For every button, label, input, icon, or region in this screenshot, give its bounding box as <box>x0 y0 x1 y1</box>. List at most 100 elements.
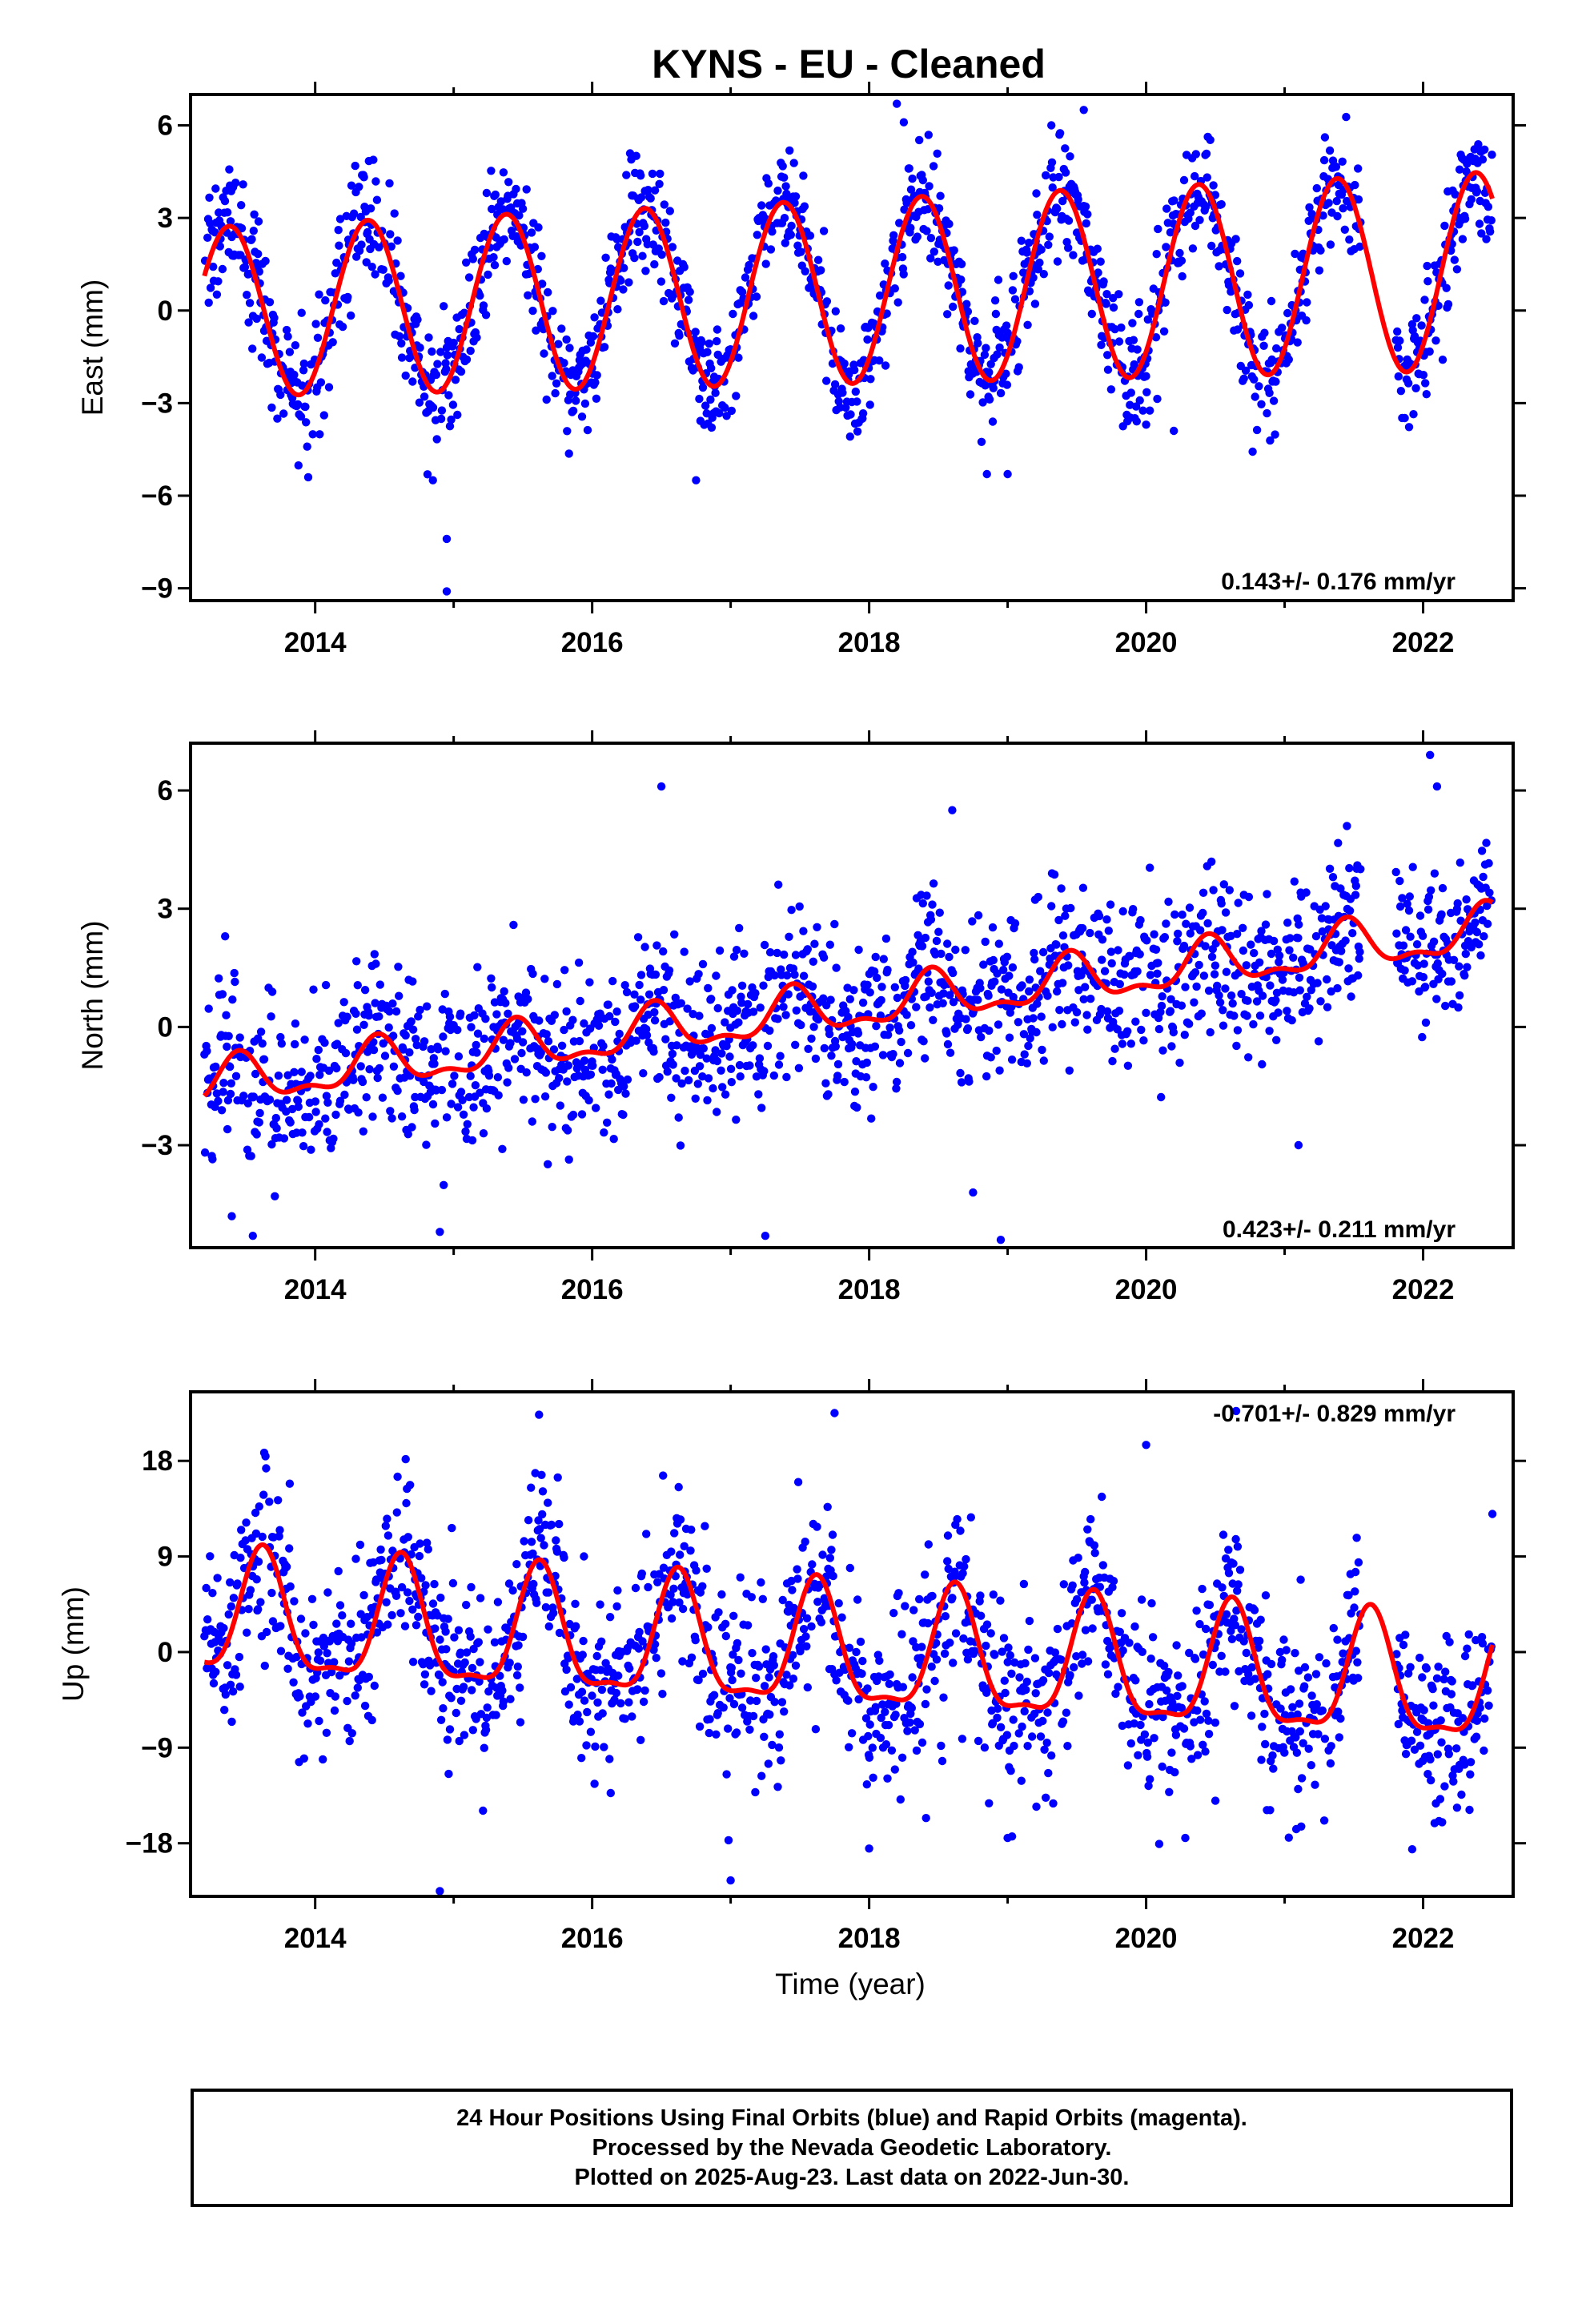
up-point <box>854 1695 863 1704</box>
up-point <box>898 1683 908 1691</box>
north-point <box>540 1092 550 1101</box>
east-point <box>583 425 592 435</box>
east-point <box>357 240 366 249</box>
up-point <box>959 1634 968 1643</box>
north-point <box>734 1018 743 1027</box>
north-point <box>1070 1018 1080 1027</box>
north-point <box>652 941 661 950</box>
north-xtick-label: 2018 <box>838 1274 901 1305</box>
north-point <box>1234 899 1243 907</box>
up-point <box>692 1566 701 1575</box>
north-point <box>1081 983 1090 991</box>
up-point <box>1295 1667 1303 1675</box>
north-point <box>528 969 537 979</box>
east-point <box>206 283 215 292</box>
north-point <box>707 995 716 1003</box>
up-point <box>1137 1595 1146 1604</box>
north-point <box>1471 918 1480 927</box>
up-point <box>778 1595 787 1605</box>
north-point <box>673 1041 681 1050</box>
north-point <box>1173 937 1182 946</box>
east-point <box>729 309 737 319</box>
up-point <box>251 1529 261 1538</box>
north-point <box>1290 877 1299 886</box>
north-point <box>271 1192 279 1201</box>
up-point <box>1010 1741 1018 1751</box>
east-point <box>789 159 798 167</box>
east-point <box>1421 379 1430 388</box>
east-point <box>656 169 665 179</box>
up-outlier-point <box>1142 1441 1150 1449</box>
north-outlier-point <box>248 1232 257 1240</box>
north-point <box>332 1063 341 1073</box>
up-point <box>1000 1676 1010 1685</box>
north-point <box>1295 973 1304 983</box>
up-point <box>462 1600 471 1610</box>
up-point <box>818 1550 827 1559</box>
north-point <box>575 1036 584 1046</box>
north-point <box>809 1023 818 1031</box>
up-point <box>335 1601 345 1610</box>
north-point <box>1286 934 1295 943</box>
up-point <box>610 1695 619 1704</box>
north-point <box>454 1052 464 1061</box>
east-point <box>922 227 931 235</box>
up-point <box>527 1483 536 1492</box>
east-point <box>1058 196 1067 206</box>
east-point <box>851 387 861 396</box>
up-point <box>524 1516 533 1525</box>
north-point <box>890 983 900 992</box>
north-point <box>1106 947 1116 956</box>
up-point <box>1066 1671 1074 1679</box>
north-point <box>1180 1031 1190 1039</box>
north-point <box>782 971 792 980</box>
up-point <box>505 1659 514 1667</box>
up-point <box>1201 1747 1210 1756</box>
north-point <box>1203 919 1212 928</box>
north-point <box>391 1007 401 1016</box>
north-point <box>1054 915 1063 925</box>
east-point <box>1191 150 1201 159</box>
north-point <box>781 1011 790 1019</box>
north-point <box>1196 926 1205 935</box>
north-point <box>1115 979 1125 989</box>
east-point <box>1002 321 1011 330</box>
east-point <box>1048 183 1057 192</box>
east-point <box>1265 388 1274 397</box>
east-point <box>778 162 787 171</box>
up-point <box>220 1706 229 1715</box>
east-point <box>335 215 345 223</box>
east-point <box>518 204 528 213</box>
up-point <box>910 1726 919 1735</box>
up-point <box>1049 1799 1058 1808</box>
up-point <box>275 1532 283 1541</box>
north-point <box>271 1113 280 1123</box>
north-point <box>1160 933 1170 942</box>
east-point <box>456 367 466 376</box>
up-point <box>1031 1689 1040 1698</box>
up-point <box>982 1641 990 1651</box>
east-point <box>245 299 255 308</box>
east-point <box>978 398 987 407</box>
up-point <box>1050 1648 1060 1657</box>
north-point <box>1475 940 1484 949</box>
up-point <box>549 1609 558 1618</box>
north-point <box>773 1015 782 1023</box>
north-point <box>633 933 643 942</box>
up-point <box>746 1696 755 1705</box>
north-point <box>770 971 779 980</box>
north-point <box>791 1040 800 1050</box>
north-point <box>1233 1026 1243 1035</box>
north-point <box>1153 969 1162 979</box>
east-point <box>1126 400 1134 409</box>
up-point <box>1427 1775 1435 1785</box>
east-point <box>1438 356 1447 364</box>
east-point <box>1142 372 1150 380</box>
north-point <box>957 1078 966 1087</box>
north-point <box>1294 934 1303 943</box>
east-point <box>1451 190 1460 199</box>
east-point <box>650 186 660 195</box>
up-point <box>351 1554 360 1563</box>
up-point <box>421 1581 430 1590</box>
north-point <box>371 959 380 968</box>
